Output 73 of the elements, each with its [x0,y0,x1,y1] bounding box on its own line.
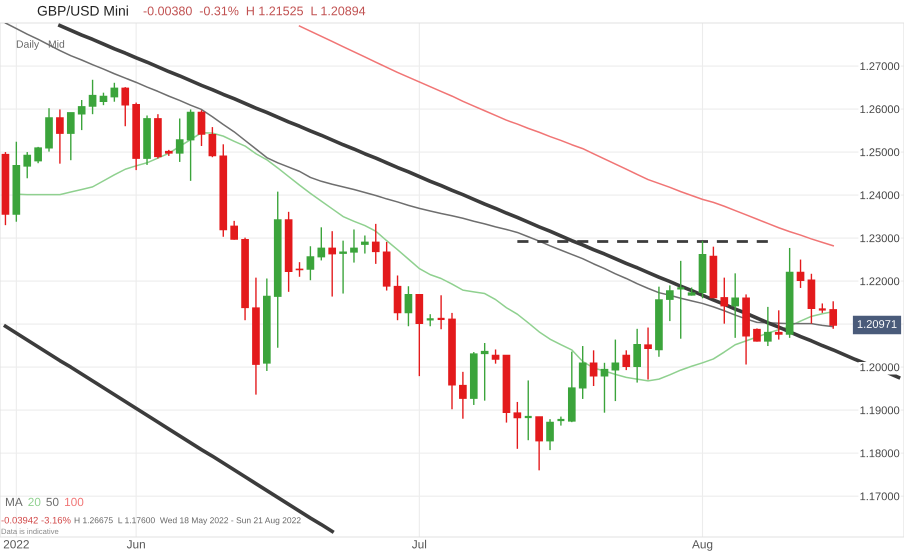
candlestick [198,110,206,147]
y-tick-label: 1.25000 [860,148,900,156]
candlestick [339,240,347,294]
line-series [4,324,334,534]
candlestick [600,362,608,414]
x-tick-label: Jul [412,540,426,548]
candlestick [328,230,336,298]
chart-subtitle: -0.00380 -0.31% H 1.21525 L 1.20894 [144,6,366,16]
candlestick [492,348,500,364]
candlestick [230,220,238,240]
candlestick [306,246,314,281]
candlestick [176,118,184,163]
candlestick [459,371,467,420]
y-tick-label: 1.17000 [860,492,900,500]
candlestick [34,146,42,164]
candlestick [676,260,686,340]
candlestick [514,401,522,450]
candlestick [66,112,75,161]
candlestick [764,306,772,347]
y-tick-label: 1.23000 [860,234,900,242]
line-series [298,25,834,247]
candlestick [23,151,32,179]
candlestick [404,286,412,327]
x-tick-label: 2022 [4,540,29,548]
y-tick-label: 1.26000 [860,105,900,114]
text: 20 [28,498,40,506]
candlestick [774,310,783,340]
y-tick-label: 1.18000 [860,449,900,458]
candlestick [796,258,804,289]
y-tick-label: 1.19000 [860,406,900,414]
candlestick [372,223,380,265]
annotation: Mid [48,40,64,48]
candlestick [633,328,641,384]
candlestick [720,276,728,324]
candlestick [546,418,554,451]
annotation: H 1.26675 L 1.17600 Wed 18 May 2022 - Sun 21 Aug 2022 [74,517,301,525]
candlestick [590,350,598,387]
candlestick [121,86,130,127]
candlestick [361,234,369,254]
candlestick [666,284,674,322]
annotation: Daily [16,40,40,50]
candlestick [731,272,740,339]
candlestick [622,350,630,371]
candlestick [78,99,86,131]
text: 100 [65,498,84,506]
legend-title: MA [6,498,23,506]
candlestick [426,314,435,327]
candlestick [110,82,118,102]
candlestick [612,338,620,402]
candlestick [56,108,64,164]
candlestick [753,328,761,342]
annotation: 1.20971 [858,320,897,328]
y-tick-label: 1.20000 [860,363,900,372]
candlestick [829,300,838,330]
text: 50 [46,498,59,506]
candlestick [350,228,358,264]
x-tick-label: Aug [692,540,712,551]
candlestick [100,92,108,106]
candlestick [480,342,489,402]
y-tick-label: 1.22000 [860,277,900,286]
candlestick [818,302,827,314]
candlestick [644,326,652,380]
candlestick [88,79,96,115]
x-tick-label: Jun [126,540,145,548]
candlestick [436,294,446,330]
candlestick [317,226,326,262]
chart-title: GBP/USD Mini [38,6,128,16]
annotation: -0.03942 [1,516,38,524]
candlestick [296,261,304,278]
annotation: -3.16% [41,516,71,524]
candlestick [208,126,216,158]
y-tick-label: 1.24000 [860,191,900,200]
y-tick-label: 1.27000 [860,62,900,70]
